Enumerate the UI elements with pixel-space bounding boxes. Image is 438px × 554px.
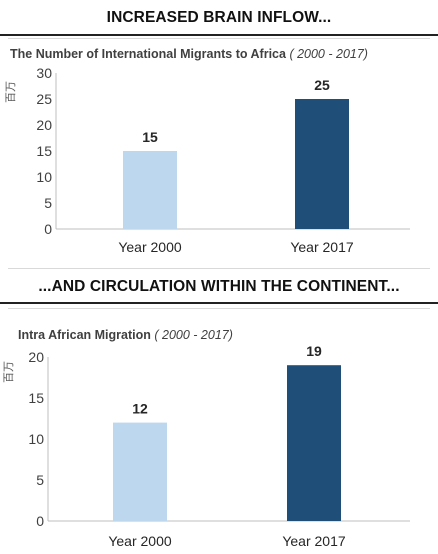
chart1-bar-1 — [123, 151, 177, 229]
chart2-y-tick-label: 0 — [36, 513, 44, 529]
chart1-category-label-1: Year 2000 — [118, 239, 182, 255]
chart1-y-tick-label: 0 — [44, 221, 52, 237]
chart2-bar-1 — [113, 422, 167, 521]
chart2-panel-top-rule — [8, 308, 430, 309]
chart2-y-tick-label: 5 — [36, 472, 44, 488]
chart2-data-label-2: 19 — [306, 343, 322, 359]
chart2-subtitle: ( 2000 - 2017) — [154, 328, 233, 342]
chart1-data-label-2: 25 — [314, 77, 330, 93]
chart2-category-label-1: Year 2000 — [108, 533, 172, 549]
chart1-data-label-1: 15 — [142, 129, 158, 145]
chart1-title-block: The Number of International Migrants to … — [10, 47, 368, 61]
chart2-category-label-2: Year 2017 — [282, 533, 346, 549]
header-top: INCREASED BRAIN INFLOW... — [106, 9, 332, 26]
chart2-y-tick-label: 10 — [28, 431, 44, 447]
chart1-y-tick-label: 10 — [36, 169, 52, 185]
chart1-subtitle: ( 2000 - 2017) — [289, 47, 368, 61]
header-middle-underline — [0, 302, 438, 304]
chart1-y-tick-label: 25 — [36, 91, 52, 107]
chart1-y-unit-label: 百万 — [4, 81, 17, 103]
chart2-y-tick-label: 20 — [28, 349, 44, 365]
chart1-title: The Number of International Migrants to … — [10, 47, 286, 61]
chart1-bar-2 — [295, 99, 349, 229]
chart1-panel-top-rule — [8, 38, 430, 39]
chart2-y-unit-label: 百万 — [2, 361, 15, 383]
header-middle: ...AND CIRCULATION WITHIN THE CONTINENT.… — [38, 278, 400, 295]
chart2-data-label-1: 12 — [132, 401, 148, 417]
chart1-y-tick-label: 30 — [36, 65, 52, 81]
chart2-title-block: Intra African Migration ( 2000 - 2017) — [18, 328, 233, 342]
chart1-panel-bottom-rule — [8, 268, 430, 269]
chart2-y-tick-label: 15 — [28, 390, 44, 406]
chart1-category-label-2: Year 2017 — [290, 239, 354, 255]
chart1-svg: 0 5 10 15 20 25 30 百万 15 Year 2000 25 Year 2017 — [4, 65, 410, 255]
chart1-y-tick-label: 20 — [36, 117, 52, 133]
chart2-title: Intra African Migration — [18, 328, 151, 342]
chart2-bar-2 — [287, 365, 341, 521]
header-top-underline — [0, 34, 438, 36]
chart1-y-tick-label: 5 — [44, 195, 52, 211]
chart1-y-tick-label: 15 — [36, 143, 52, 159]
